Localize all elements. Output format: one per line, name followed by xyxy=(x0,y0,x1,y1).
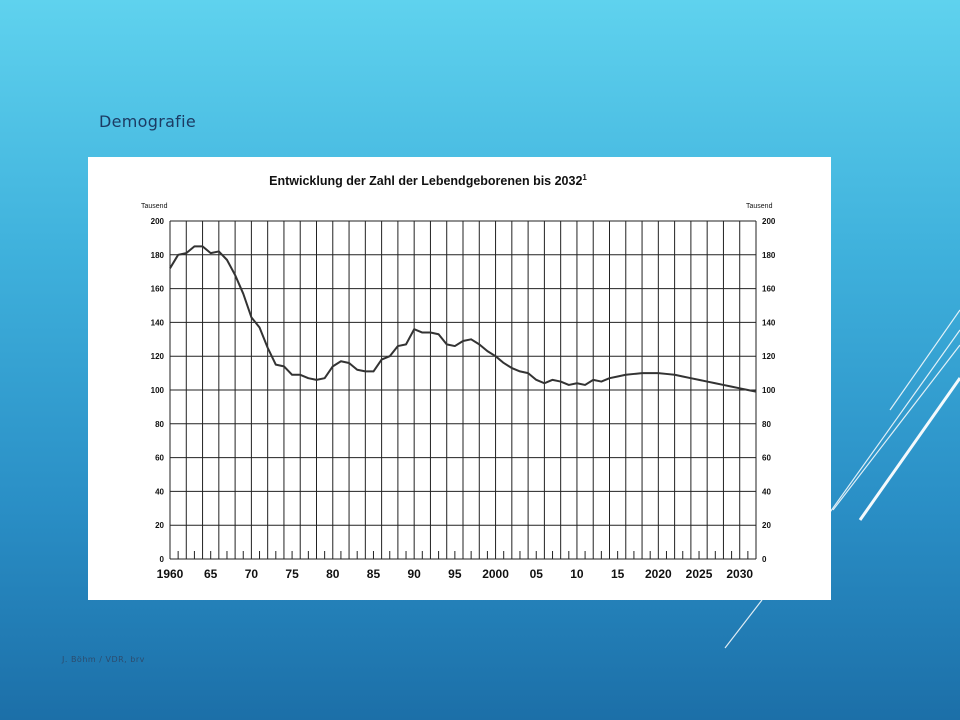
chart-title-text: Entwicklung der Zahl der Lebendgeborenen… xyxy=(269,174,582,188)
x-tick-label: 2025 xyxy=(686,567,713,581)
deco-line-2 xyxy=(827,329,960,516)
y-tick-label-right: 20 xyxy=(762,521,771,530)
y-tick-label-left: 140 xyxy=(151,318,165,327)
y-tick-label-right: 180 xyxy=(762,251,776,260)
chart-title: Entwicklung der Zahl der Lebendgeborenen… xyxy=(269,173,587,188)
x-tick-label: 90 xyxy=(407,567,421,581)
y-axis-unit-left: Tausend xyxy=(141,203,168,210)
y-tick-label-left: 100 xyxy=(151,386,165,395)
x-tick-label: 95 xyxy=(448,567,462,581)
x-tick-label: 75 xyxy=(285,567,299,581)
x-tick-labels: 1960 65 70 75 80 85 90 95 2000 05 10 15 2020 2025 2030 xyxy=(157,567,754,581)
x-tick-label: 65 xyxy=(204,567,218,581)
series-line-births xyxy=(169,245,757,393)
y-tick-label-left: 60 xyxy=(155,454,164,463)
y-tick-label-left: 20 xyxy=(155,521,164,530)
y-tick-label-right: 200 xyxy=(762,217,776,226)
x-tick-label: 1960 xyxy=(157,567,184,581)
y-tick-label-right: 120 xyxy=(762,352,776,361)
y-tick-label-right: 80 xyxy=(762,420,771,429)
y-tick-label-left: 0 xyxy=(160,555,165,564)
deco-line-5 xyxy=(724,599,763,649)
y-tick-label-right: 0 xyxy=(762,555,767,564)
y-tick-label-left: 200 xyxy=(151,217,165,226)
x-tick-label: 2030 xyxy=(726,567,753,581)
x-tick-label: 2020 xyxy=(645,567,672,581)
deco-line-4 xyxy=(858,377,960,521)
x-tick-label: 80 xyxy=(326,567,340,581)
y-tick-label-right: 160 xyxy=(762,285,776,294)
footer-credit: J. Böhm / VDR, brv xyxy=(62,655,145,664)
x-tick-label: 05 xyxy=(530,567,544,581)
y-tick-label-left: 40 xyxy=(155,487,164,496)
y-tick-label-left: 80 xyxy=(155,420,164,429)
grid xyxy=(169,220,757,560)
y-tick-labels: 0 0 20 20 40 40 60 60 80 80 100 100 120 120 140 140 160 1… xyxy=(151,217,776,564)
deco-line-1 xyxy=(889,309,960,411)
y-tick-label-right: 140 xyxy=(762,318,776,327)
y-tick-label-right: 60 xyxy=(762,454,771,463)
y-axis-unit-right: Tausend xyxy=(746,203,773,210)
chart-title-footnote: 1 xyxy=(582,173,587,182)
y-tick-label-right: 40 xyxy=(762,487,771,496)
birth-chart: Entwicklung der Zahl der Lebendgeborenen… xyxy=(141,173,776,581)
x-tick-label: 85 xyxy=(367,567,381,581)
y-tick-label-left: 120 xyxy=(151,352,165,361)
y-tick-label-right: 100 xyxy=(762,386,776,395)
deco-line-3 xyxy=(832,344,960,511)
slide-title: Demografie xyxy=(99,112,196,131)
x-tick-label: 70 xyxy=(245,567,259,581)
y-tick-label-left: 160 xyxy=(151,285,165,294)
x-tick-label: 10 xyxy=(570,567,584,581)
y-tick-label-left: 180 xyxy=(151,251,165,260)
x-tick-label: 2000 xyxy=(482,567,509,581)
chart-panel: Entwicklung der Zahl der Lebendgeborenen… xyxy=(88,157,831,600)
x-tick-label: 15 xyxy=(611,567,625,581)
